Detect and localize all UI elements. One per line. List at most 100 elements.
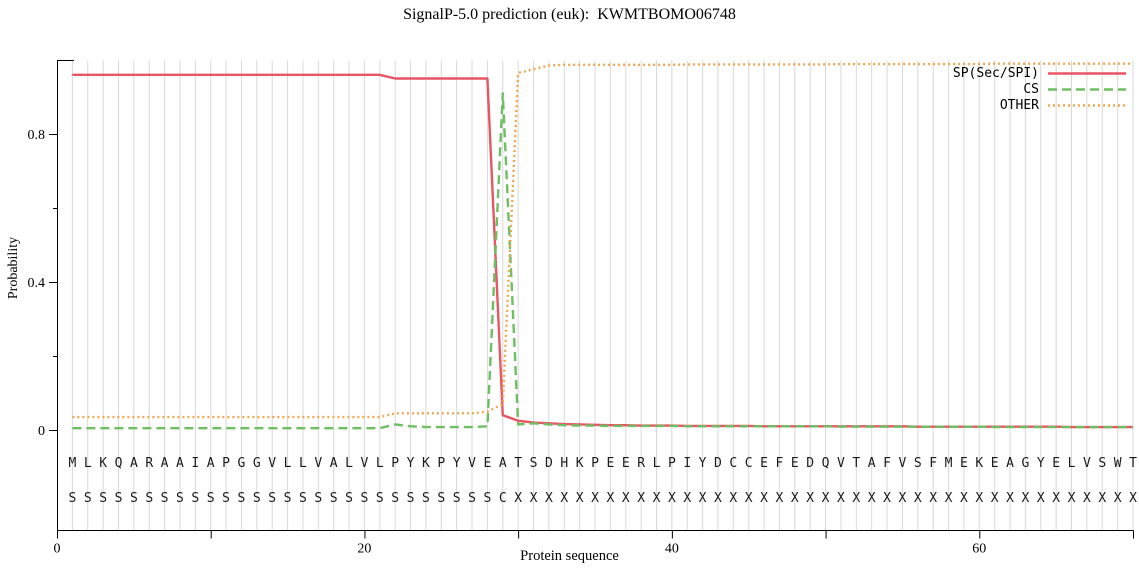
svg-text:X: X	[1052, 491, 1060, 506]
svg-text:S: S	[483, 491, 491, 506]
svg-text:T: T	[852, 456, 860, 471]
svg-text:A: A	[207, 456, 215, 471]
svg-text:X: X	[806, 491, 814, 506]
svg-text:X: X	[1006, 491, 1014, 506]
svg-text:X: X	[1068, 491, 1076, 506]
svg-text:S: S	[314, 491, 322, 506]
svg-text:X: X	[545, 491, 553, 506]
svg-text:X: X	[929, 491, 937, 506]
svg-text:L: L	[84, 456, 92, 471]
svg-text:S: S	[468, 491, 476, 506]
svg-text:S: S	[176, 491, 184, 506]
sp-line-swatch	[1048, 71, 1126, 75]
svg-text:X: X	[883, 491, 891, 506]
svg-text:S: S	[284, 491, 292, 506]
svg-text:E: E	[791, 456, 799, 471]
legend-label-other: OTHER	[999, 97, 1039, 113]
svg-text:V: V	[899, 456, 907, 471]
svg-text:X: X	[899, 491, 907, 506]
svg-text:X: X	[991, 491, 999, 506]
svg-text:A: A	[330, 456, 338, 471]
other-line-swatch	[1048, 103, 1126, 107]
svg-text:S: S	[453, 491, 461, 506]
svg-text:V: V	[268, 456, 276, 471]
svg-text:X: X	[837, 491, 845, 506]
svg-text:I: I	[683, 456, 691, 471]
svg-text:S: S	[361, 491, 369, 506]
svg-text:S: S	[130, 491, 138, 506]
svg-text:S: S	[268, 491, 276, 506]
svg-text:F: F	[929, 456, 937, 471]
svg-text:X: X	[791, 491, 799, 506]
svg-text:E: E	[483, 456, 491, 471]
svg-text:M: M	[945, 456, 953, 471]
svg-text:E: E	[960, 456, 968, 471]
svg-text:X: X	[560, 491, 568, 506]
svg-text:E: E	[1052, 456, 1060, 471]
svg-text:K: K	[422, 456, 430, 471]
svg-text:S: S	[407, 491, 415, 506]
svg-text:R: R	[145, 456, 153, 471]
svg-text:E: E	[622, 456, 630, 471]
svg-text:E: E	[606, 456, 614, 471]
x-tick-label: 20	[357, 542, 371, 557]
svg-text:S: S	[161, 491, 169, 506]
axes	[57, 60, 1134, 531]
svg-text:X: X	[1098, 491, 1106, 506]
svg-text:A: A	[499, 456, 507, 471]
svg-text:Y: Y	[453, 456, 461, 471]
svg-text:K: K	[975, 456, 983, 471]
svg-text:L: L	[284, 456, 292, 471]
svg-text:L: L	[299, 456, 307, 471]
svg-text:X: X	[760, 491, 768, 506]
svg-text:A: A	[161, 456, 169, 471]
svg-text:X: X	[1083, 491, 1091, 506]
svg-text:X: X	[1037, 491, 1045, 506]
svg-text:A: A	[1006, 456, 1014, 471]
svg-text:V: V	[468, 456, 476, 471]
svg-text:P: P	[222, 456, 230, 471]
series-line-CS	[72, 92, 1133, 430]
svg-text:T: T	[1129, 456, 1137, 471]
svg-text:S: S	[422, 491, 430, 506]
svg-text:S: S	[376, 491, 384, 506]
svg-text:X: X	[622, 491, 630, 506]
svg-text:W: W	[1114, 456, 1122, 471]
chart-title: SignalP-5.0 prediction (euk): KWMTBOMO06…	[403, 6, 736, 23]
svg-text:A: A	[176, 456, 184, 471]
svg-text:R: R	[637, 456, 645, 471]
svg-text:P: P	[668, 456, 676, 471]
svg-text:Y: Y	[1037, 456, 1045, 471]
svg-text:S: S	[253, 491, 261, 506]
svg-text:X: X	[745, 491, 753, 506]
y-tick-labels: 0 0.4 0.8	[28, 128, 57, 439]
x-tick-label: 40	[665, 542, 679, 557]
legend-label-cs: CS	[1023, 81, 1039, 97]
svg-text:X: X	[852, 491, 860, 506]
svg-text:S: S	[99, 491, 107, 506]
svg-text:S: S	[530, 456, 538, 471]
svg-text:V: V	[361, 456, 369, 471]
svg-text:P: P	[591, 456, 599, 471]
svg-text:P: P	[437, 456, 445, 471]
svg-text:X: X	[776, 491, 784, 506]
legend-label-sp: SP(Sec/SPI)	[952, 65, 1039, 81]
svg-text:G: G	[253, 456, 261, 471]
y-tick-label: 0.4	[28, 276, 46, 291]
svg-text:X: X	[591, 491, 599, 506]
svg-text:X: X	[637, 491, 645, 506]
svg-text:S: S	[68, 491, 76, 506]
svg-text:G: G	[1021, 456, 1029, 471]
svg-text:X: X	[822, 491, 830, 506]
svg-text:T: T	[514, 456, 522, 471]
svg-text:X: X	[1129, 491, 1137, 506]
svg-text:F: F	[776, 456, 784, 471]
svg-text:L: L	[1068, 456, 1076, 471]
svg-text:X: X	[699, 491, 707, 506]
svg-text:C: C	[729, 456, 737, 471]
svg-text:X: X	[683, 491, 691, 506]
